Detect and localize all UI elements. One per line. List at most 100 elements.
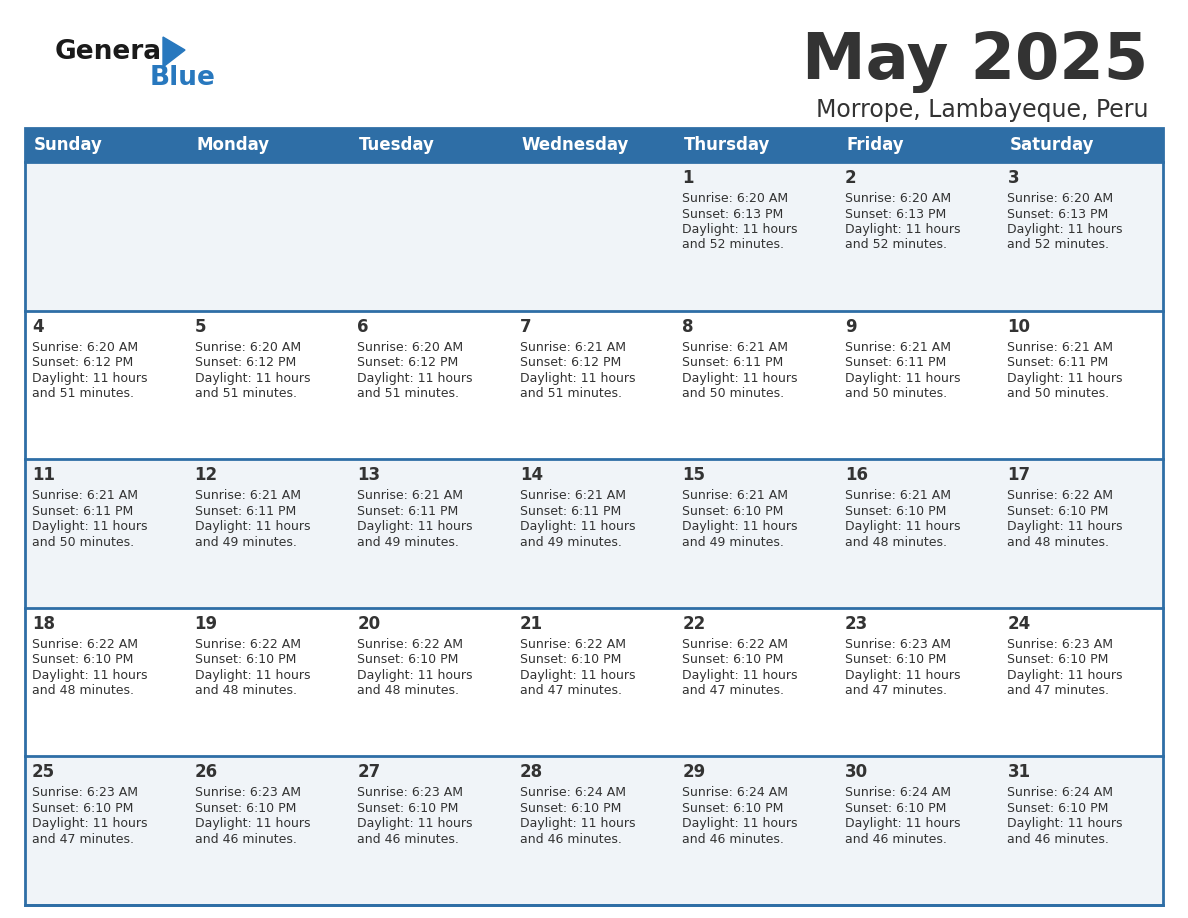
- Text: and 51 minutes.: and 51 minutes.: [519, 387, 621, 400]
- Bar: [350, 608, 513, 756]
- Text: 23: 23: [845, 615, 868, 633]
- Text: Sunrise: 6:21 AM: Sunrise: 6:21 AM: [195, 489, 301, 502]
- Bar: [513, 608, 675, 756]
- Text: and 51 minutes.: and 51 minutes.: [32, 387, 134, 400]
- Text: and 46 minutes.: and 46 minutes.: [195, 833, 297, 845]
- Text: Sunset: 6:13 PM: Sunset: 6:13 PM: [682, 207, 784, 220]
- Text: Sunrise: 6:22 AM: Sunrise: 6:22 AM: [32, 638, 138, 651]
- Text: Daylight: 11 hours: Daylight: 11 hours: [1007, 223, 1123, 236]
- Text: Daylight: 11 hours: Daylight: 11 hours: [845, 521, 960, 533]
- Text: Sunrise: 6:23 AM: Sunrise: 6:23 AM: [32, 787, 138, 800]
- Text: Daylight: 11 hours: Daylight: 11 hours: [32, 521, 147, 533]
- Text: Daylight: 11 hours: Daylight: 11 hours: [195, 669, 310, 682]
- Text: Sunrise: 6:23 AM: Sunrise: 6:23 AM: [358, 787, 463, 800]
- Bar: [513, 756, 675, 905]
- Bar: [188, 459, 350, 608]
- Text: 8: 8: [682, 318, 694, 336]
- Bar: [188, 162, 350, 310]
- Text: General: General: [55, 39, 171, 65]
- Text: Daylight: 11 hours: Daylight: 11 hours: [519, 372, 636, 385]
- Text: and 48 minutes.: and 48 minutes.: [358, 684, 459, 698]
- Text: and 51 minutes.: and 51 minutes.: [195, 387, 297, 400]
- Bar: [1000, 162, 1163, 310]
- Text: Sunset: 6:10 PM: Sunset: 6:10 PM: [358, 654, 459, 666]
- Text: Daylight: 11 hours: Daylight: 11 hours: [32, 817, 147, 831]
- Bar: [675, 756, 838, 905]
- Text: Daylight: 11 hours: Daylight: 11 hours: [519, 669, 636, 682]
- Text: Sunday: Sunday: [34, 136, 103, 154]
- Text: 15: 15: [682, 466, 706, 484]
- Text: Sunset: 6:10 PM: Sunset: 6:10 PM: [195, 802, 296, 815]
- Bar: [25, 608, 188, 756]
- Bar: [25, 128, 1163, 905]
- Text: Sunrise: 6:24 AM: Sunrise: 6:24 AM: [845, 787, 950, 800]
- Text: May 2025: May 2025: [802, 31, 1148, 93]
- Text: and 46 minutes.: and 46 minutes.: [519, 833, 621, 845]
- Text: 18: 18: [32, 615, 55, 633]
- Text: Sunset: 6:12 PM: Sunset: 6:12 PM: [195, 356, 296, 369]
- Text: Sunrise: 6:22 AM: Sunrise: 6:22 AM: [519, 638, 626, 651]
- Text: 9: 9: [845, 318, 857, 336]
- Text: 26: 26: [195, 764, 217, 781]
- Text: Sunset: 6:10 PM: Sunset: 6:10 PM: [519, 802, 621, 815]
- Bar: [1000, 608, 1163, 756]
- Text: 4: 4: [32, 318, 44, 336]
- Text: Sunset: 6:10 PM: Sunset: 6:10 PM: [358, 802, 459, 815]
- Text: Sunrise: 6:20 AM: Sunrise: 6:20 AM: [32, 341, 138, 353]
- Text: Daylight: 11 hours: Daylight: 11 hours: [682, 817, 798, 831]
- Bar: [25, 459, 188, 608]
- Text: and 47 minutes.: and 47 minutes.: [1007, 684, 1110, 698]
- Text: 25: 25: [32, 764, 55, 781]
- Text: and 52 minutes.: and 52 minutes.: [682, 239, 784, 252]
- Text: Sunset: 6:11 PM: Sunset: 6:11 PM: [32, 505, 133, 518]
- Text: and 48 minutes.: and 48 minutes.: [32, 684, 134, 698]
- Text: Sunrise: 6:20 AM: Sunrise: 6:20 AM: [845, 192, 950, 205]
- Text: Sunrise: 6:24 AM: Sunrise: 6:24 AM: [682, 787, 789, 800]
- Bar: [675, 459, 838, 608]
- Text: Sunset: 6:11 PM: Sunset: 6:11 PM: [682, 356, 784, 369]
- Text: Daylight: 11 hours: Daylight: 11 hours: [682, 223, 798, 236]
- Text: Sunrise: 6:24 AM: Sunrise: 6:24 AM: [1007, 787, 1113, 800]
- Text: and 49 minutes.: and 49 minutes.: [195, 536, 297, 549]
- Text: Sunrise: 6:22 AM: Sunrise: 6:22 AM: [195, 638, 301, 651]
- Text: Sunrise: 6:22 AM: Sunrise: 6:22 AM: [682, 638, 789, 651]
- Text: Sunrise: 6:21 AM: Sunrise: 6:21 AM: [845, 341, 950, 353]
- Bar: [188, 310, 350, 459]
- Text: and 49 minutes.: and 49 minutes.: [358, 536, 459, 549]
- Text: Daylight: 11 hours: Daylight: 11 hours: [1007, 817, 1123, 831]
- Text: and 50 minutes.: and 50 minutes.: [1007, 387, 1110, 400]
- Text: Tuesday: Tuesday: [359, 136, 435, 154]
- Bar: [188, 608, 350, 756]
- Text: 28: 28: [519, 764, 543, 781]
- Text: Daylight: 11 hours: Daylight: 11 hours: [845, 669, 960, 682]
- Text: Daylight: 11 hours: Daylight: 11 hours: [32, 372, 147, 385]
- Text: 29: 29: [682, 764, 706, 781]
- Text: and 47 minutes.: and 47 minutes.: [682, 684, 784, 698]
- Bar: [25, 162, 188, 310]
- Text: Sunrise: 6:21 AM: Sunrise: 6:21 AM: [682, 341, 789, 353]
- Text: Sunrise: 6:24 AM: Sunrise: 6:24 AM: [519, 787, 626, 800]
- Bar: [350, 162, 513, 310]
- Text: and 49 minutes.: and 49 minutes.: [519, 536, 621, 549]
- Bar: [675, 608, 838, 756]
- Text: Thursday: Thursday: [684, 136, 771, 154]
- Text: Sunset: 6:10 PM: Sunset: 6:10 PM: [32, 654, 133, 666]
- Text: Sunset: 6:11 PM: Sunset: 6:11 PM: [1007, 356, 1108, 369]
- Text: Sunset: 6:12 PM: Sunset: 6:12 PM: [32, 356, 133, 369]
- Text: Sunset: 6:10 PM: Sunset: 6:10 PM: [32, 802, 133, 815]
- Bar: [350, 756, 513, 905]
- Text: 20: 20: [358, 615, 380, 633]
- Text: 27: 27: [358, 764, 380, 781]
- Text: Sunrise: 6:23 AM: Sunrise: 6:23 AM: [195, 787, 301, 800]
- Text: 10: 10: [1007, 318, 1030, 336]
- Text: Sunrise: 6:22 AM: Sunrise: 6:22 AM: [1007, 489, 1113, 502]
- Text: Sunset: 6:10 PM: Sunset: 6:10 PM: [1007, 654, 1108, 666]
- Text: Sunset: 6:10 PM: Sunset: 6:10 PM: [195, 654, 296, 666]
- Text: 24: 24: [1007, 615, 1031, 633]
- Bar: [675, 310, 838, 459]
- Text: Sunset: 6:10 PM: Sunset: 6:10 PM: [1007, 505, 1108, 518]
- Text: Sunrise: 6:20 AM: Sunrise: 6:20 AM: [1007, 192, 1113, 205]
- Text: Daylight: 11 hours: Daylight: 11 hours: [845, 372, 960, 385]
- Text: 19: 19: [195, 615, 217, 633]
- Text: Sunset: 6:10 PM: Sunset: 6:10 PM: [845, 654, 946, 666]
